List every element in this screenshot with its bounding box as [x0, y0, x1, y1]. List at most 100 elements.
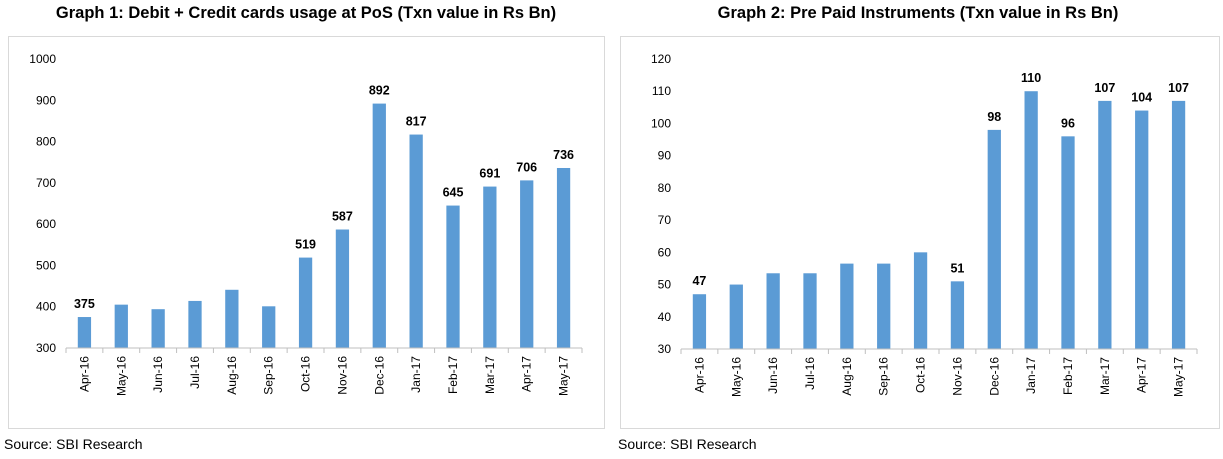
x-tick-label: May-16	[729, 357, 743, 397]
x-tick-label: Dec-16	[372, 356, 386, 395]
x-tick-label: Apr-16	[692, 357, 706, 393]
data-label: 645	[443, 186, 464, 200]
bar-apr-17	[1135, 110, 1149, 349]
x-tick-label: May-17	[557, 356, 571, 396]
data-label: 98	[987, 110, 1001, 124]
bar-may-17	[556, 167, 571, 348]
bar-chart: 30 40 50 60 70 80 90 100 110 120 47 51 98 110 96 107 104…	[651, 52, 1198, 397]
x-tick-label: Oct-16	[299, 356, 313, 392]
y-tick-label: 1000	[29, 52, 56, 66]
source-note: Source: SBI Research	[618, 436, 757, 452]
y-tick-label: 60	[658, 245, 672, 259]
bar-feb-17	[446, 205, 460, 348]
chart-panel-1: Graph 1: Debit + Credit cards usage at P…	[4, 4, 605, 452]
chart-title: Graph 1: Debit + Credit cards usage at P…	[55, 4, 557, 22]
bar-aug-16	[840, 263, 854, 349]
y-tick-label: 500	[36, 258, 56, 272]
y-tick-label: 90	[658, 149, 672, 163]
chart-title: Graph 2: Pre Paid Instruments (Txn value…	[717, 4, 1119, 22]
bar-jul-16	[803, 273, 817, 349]
bar-mar-17	[1098, 100, 1112, 349]
x-tick-label: May-17	[1172, 357, 1186, 397]
bar-may-16	[729, 284, 743, 349]
x-tick-label: Mar-17	[1098, 357, 1112, 395]
data-label: 96	[1061, 116, 1075, 130]
bar-dec-16	[987, 129, 1001, 349]
data-label: 587	[332, 210, 353, 224]
bar-jun-16	[766, 273, 780, 349]
data-label: 110	[1021, 71, 1041, 85]
y-tick-label: 700	[36, 176, 56, 190]
data-label: 47	[692, 274, 706, 288]
x-tick-label: Nov-16	[335, 356, 349, 395]
y-tick-label: 70	[658, 213, 672, 227]
bar-mar-17	[483, 186, 497, 348]
bar-sep-16	[877, 263, 891, 349]
data-label: 107	[1168, 81, 1189, 95]
x-tick-label: Feb-17	[446, 356, 460, 394]
data-label: 104	[1131, 91, 1152, 105]
bar-dec-16	[372, 103, 386, 349]
x-tick-label: Jan-17	[1024, 357, 1038, 394]
y-tick-label: 900	[36, 93, 56, 107]
y-tick-label: 100	[651, 116, 671, 130]
y-tick-label: 800	[36, 135, 56, 149]
bar-jun-16	[151, 309, 165, 348]
x-tick-label: May-16	[114, 356, 128, 396]
x-tick-label: Sep-16	[877, 357, 891, 396]
bar-feb-17	[1061, 136, 1075, 349]
y-tick-label: 300	[36, 341, 56, 355]
data-label: 375	[74, 297, 95, 311]
bar-oct-16	[913, 252, 928, 349]
x-tick-label: Apr-17	[520, 356, 534, 392]
x-tick-label: Oct-16	[914, 357, 928, 393]
x-tick-label: Mar-17	[483, 356, 497, 394]
y-tick-label: 110	[652, 84, 671, 98]
y-tick-label: 50	[658, 278, 672, 292]
data-label: 519	[295, 238, 316, 252]
bar-may-17	[1171, 100, 1186, 349]
x-tick-label: Jul-16	[188, 356, 202, 389]
data-label: 107	[1094, 81, 1115, 95]
x-tick-label: Jun-16	[766, 357, 780, 394]
y-tick-label: 400	[36, 300, 56, 314]
bar-may-16	[114, 304, 128, 348]
chart-area: 30 40 50 60 70 80 90 100 110 120 47 51 98 110 96 107 104…	[620, 36, 1220, 429]
x-tick-label: Dec-16	[987, 357, 1001, 396]
x-tick-label: Jul-16	[803, 357, 817, 390]
x-tick-label: Aug-16	[840, 357, 854, 396]
bar-aug-16	[225, 289, 239, 348]
bar-jan-17	[409, 134, 423, 348]
x-tick-label: Apr-17	[1135, 357, 1149, 393]
data-label: 736	[553, 148, 574, 162]
x-tick-label: Nov-16	[950, 357, 964, 396]
bar-apr-17	[520, 180, 534, 348]
bar-nov-16	[950, 281, 965, 349]
y-tick-label: 80	[658, 181, 672, 195]
data-label: 51	[950, 261, 964, 275]
y-tick-label: 40	[658, 310, 672, 324]
x-tick-label: Jun-16	[151, 356, 165, 393]
y-tick-label: 30	[658, 342, 672, 356]
x-tick-label: Feb-17	[1061, 357, 1075, 395]
bar-sep-16	[262, 306, 276, 348]
chart-area: 300 400 500 600 700 800 900 1000 375 519 587 892 817…	[8, 36, 605, 429]
x-tick-label: Sep-16	[262, 356, 276, 395]
y-tick-label: 120	[651, 52, 671, 66]
bar-nov-16	[335, 229, 350, 348]
data-label: 892	[369, 84, 390, 98]
bar-oct-16	[298, 257, 313, 348]
data-label: 706	[516, 160, 537, 174]
bar-jan-17	[1024, 91, 1038, 349]
bar-chart: 300 400 500 600 700 800 900 1000 375 519 587 892 817…	[29, 52, 583, 396]
bar-jul-16	[188, 300, 202, 348]
data-label: 817	[406, 115, 427, 129]
chart-panel-2: Graph 2: Pre Paid Instruments (Txn value…	[612, 0, 1223, 459]
source-note: Source: SBI Research	[4, 436, 143, 452]
bar-apr-16	[692, 294, 707, 349]
x-tick-label: Aug-16	[225, 356, 239, 395]
data-label: 691	[479, 167, 500, 181]
y-tick-label: 600	[36, 217, 56, 231]
x-tick-label: Jan-17	[409, 356, 423, 393]
bar-apr-16	[77, 317, 92, 348]
